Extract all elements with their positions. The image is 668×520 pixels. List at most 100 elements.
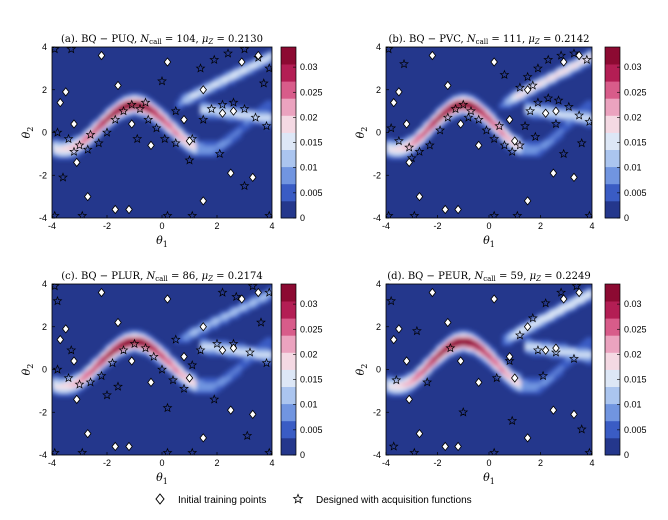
colorbar-segment: [605, 183, 620, 202]
colorbar-segment: [281, 369, 296, 387]
initial-point: [56, 334, 64, 345]
colorbar: 0 0.005 0.01 0.015 0.02 0.025 0.03: [604, 46, 647, 223]
designed-point: [558, 148, 569, 159]
designed-point: [533, 63, 543, 73]
panel-a: -4 -2 0 2 4 -4 -2 0 2 4 θ1 θ2 (a). BQ − PUQ, Ncall =…: [20, 34, 323, 249]
designed-point: [52, 284, 60, 291]
y-tick-label: -2: [373, 407, 381, 417]
designed-point: [538, 370, 548, 381]
x-tick-label: 2: [538, 221, 543, 231]
colorbar-tick-label: 0.015: [300, 375, 323, 385]
designed-point: [242, 430, 253, 440]
initial-point: [490, 294, 498, 304]
designed-point: [69, 146, 79, 156]
designed-point: [553, 95, 564, 105]
designed-point: [195, 345, 206, 355]
panel-c: -4 -2 0 2 4 -4 -2 0 2 4 θ1 θ2 (c). BQ − PLUR, Ncall …: [20, 271, 323, 486]
colorbar-tick-label: 0.015: [300, 138, 323, 148]
initial-point: [199, 433, 207, 443]
designed-point: [489, 133, 500, 144]
initial-point: [254, 50, 262, 61]
x-axis-label: θ1: [483, 471, 495, 486]
panel-title: (d). BQ − PEUR, Ncall = 59, μZ = 0.2249: [387, 271, 590, 283]
heatmap: [386, 47, 592, 218]
designed-point: [569, 353, 579, 363]
panel-d: -4 -2 0 2 4 -4 -2 0 2 4 θ1 θ2 (d). BQ − PEUR, Ncall …: [354, 271, 647, 486]
designed-point: [118, 345, 129, 355]
colorbar-tick-label: 0.01: [300, 163, 318, 173]
initial-point: [559, 57, 568, 67]
initial-point: [505, 352, 514, 362]
initial-point: [541, 108, 550, 118]
colorbar-segment: [281, 166, 296, 185]
initial-point: [62, 324, 70, 334]
designed-point: [463, 112, 474, 122]
x-tick-label: 0: [486, 221, 491, 231]
colorbar-segment: [605, 132, 620, 150]
initial-point: [199, 322, 207, 332]
initial-point: [444, 80, 452, 91]
designed-point: [491, 372, 502, 383]
initial-point: [180, 352, 188, 362]
x-tick-label: 4: [589, 458, 594, 468]
initial-point: [552, 343, 560, 353]
y-tick-label: 4: [42, 42, 47, 52]
designed-point: [85, 377, 96, 387]
colorbar-segment: [281, 183, 296, 202]
y-tick-label: -2: [373, 170, 381, 180]
designed-point: [239, 47, 250, 54]
colorbar-segment: [281, 403, 296, 422]
initial-point: [185, 373, 194, 383]
initial-point: [456, 356, 465, 366]
initial-point: [163, 57, 172, 67]
initial-point: [444, 317, 452, 328]
designed-point: [168, 375, 178, 385]
colorbar-segment: [605, 420, 620, 439]
designed-point: [411, 325, 422, 336]
designed-point: [520, 120, 530, 131]
designed-point: [85, 129, 96, 139]
designed-point: [522, 71, 533, 82]
heatmap: [52, 47, 272, 218]
initial-point: [84, 191, 92, 202]
initial-point: [125, 204, 133, 215]
designed-point: [563, 101, 574, 112]
colorbar-segment: [605, 47, 620, 65]
colorbar-tick-label: 0: [624, 213, 629, 223]
initial-point: [575, 287, 583, 298]
colorbar-segment: [605, 437, 620, 456]
colorbar-segment: [281, 318, 296, 336]
initial-point: [114, 317, 122, 328]
y-axis-label: θ2: [20, 364, 35, 376]
designed-point: [52, 295, 63, 306]
y-tick-label: 0: [376, 365, 381, 375]
designed-point: [77, 210, 88, 218]
y-axis-label: θ2: [354, 364, 369, 376]
initial-point: [474, 140, 483, 150]
designed-point: [507, 146, 518, 156]
y-tick-label: -2: [39, 407, 47, 417]
designed-point: [556, 50, 567, 60]
designed-point: [481, 125, 492, 135]
legend-initial-label: Initial training points: [178, 495, 266, 506]
designed-point: [184, 155, 195, 165]
designed-point: [212, 338, 222, 349]
colorbar-segment: [605, 166, 620, 185]
initial-point: [227, 168, 235, 178]
colorbar-tick-label: 0.005: [300, 188, 323, 198]
initial-point: [238, 57, 246, 67]
initial-point: [456, 119, 465, 129]
y-tick-label: -4: [373, 213, 381, 223]
designed-point: [442, 112, 453, 122]
designed-point: [250, 112, 261, 122]
colorbar-segment: [281, 64, 296, 82]
designed-point: [52, 447, 60, 455]
colorbar-tick-label: 0.025: [300, 324, 323, 334]
designed-point: [77, 447, 88, 455]
designed-point: [187, 447, 198, 455]
designed-point: [264, 63, 272, 73]
designed-point: [187, 360, 198, 370]
designed-point: [543, 93, 554, 103]
designed-point: [435, 125, 445, 135]
colorbar-segment: [605, 335, 620, 353]
